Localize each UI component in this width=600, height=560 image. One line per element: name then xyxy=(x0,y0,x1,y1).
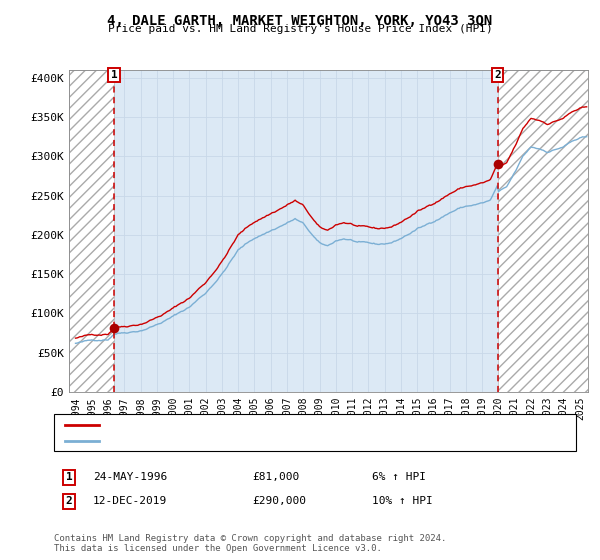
Text: 24-MAY-1996: 24-MAY-1996 xyxy=(93,472,167,482)
Bar xyxy=(498,70,588,392)
Text: 2: 2 xyxy=(65,496,73,506)
Text: 12-DEC-2019: 12-DEC-2019 xyxy=(93,496,167,506)
Text: 1: 1 xyxy=(65,472,73,482)
Text: 10% ↑ HPI: 10% ↑ HPI xyxy=(372,496,433,506)
Text: 6% ↑ HPI: 6% ↑ HPI xyxy=(372,472,426,482)
Text: 1: 1 xyxy=(110,70,118,80)
Text: £81,000: £81,000 xyxy=(252,472,299,482)
Text: Contains HM Land Registry data © Crown copyright and database right 2024.
This d: Contains HM Land Registry data © Crown c… xyxy=(54,534,446,553)
Text: 4, DALE GARTH, MARKET WEIGHTON, YORK, YO43 3QN: 4, DALE GARTH, MARKET WEIGHTON, YORK, YO… xyxy=(107,14,493,28)
Text: 2: 2 xyxy=(494,70,501,80)
Text: Price paid vs. HM Land Registry's House Price Index (HPI): Price paid vs. HM Land Registry's House … xyxy=(107,24,493,34)
Text: HPI: Average price, detached house, East Riding of Yorkshire: HPI: Average price, detached house, East… xyxy=(105,436,458,446)
Text: 4, DALE GARTH, MARKET WEIGHTON, YORK, YO43 3QN (detached house): 4, DALE GARTH, MARKET WEIGHTON, YORK, YO… xyxy=(105,419,475,430)
Bar xyxy=(69,70,114,392)
Text: £290,000: £290,000 xyxy=(252,496,306,506)
